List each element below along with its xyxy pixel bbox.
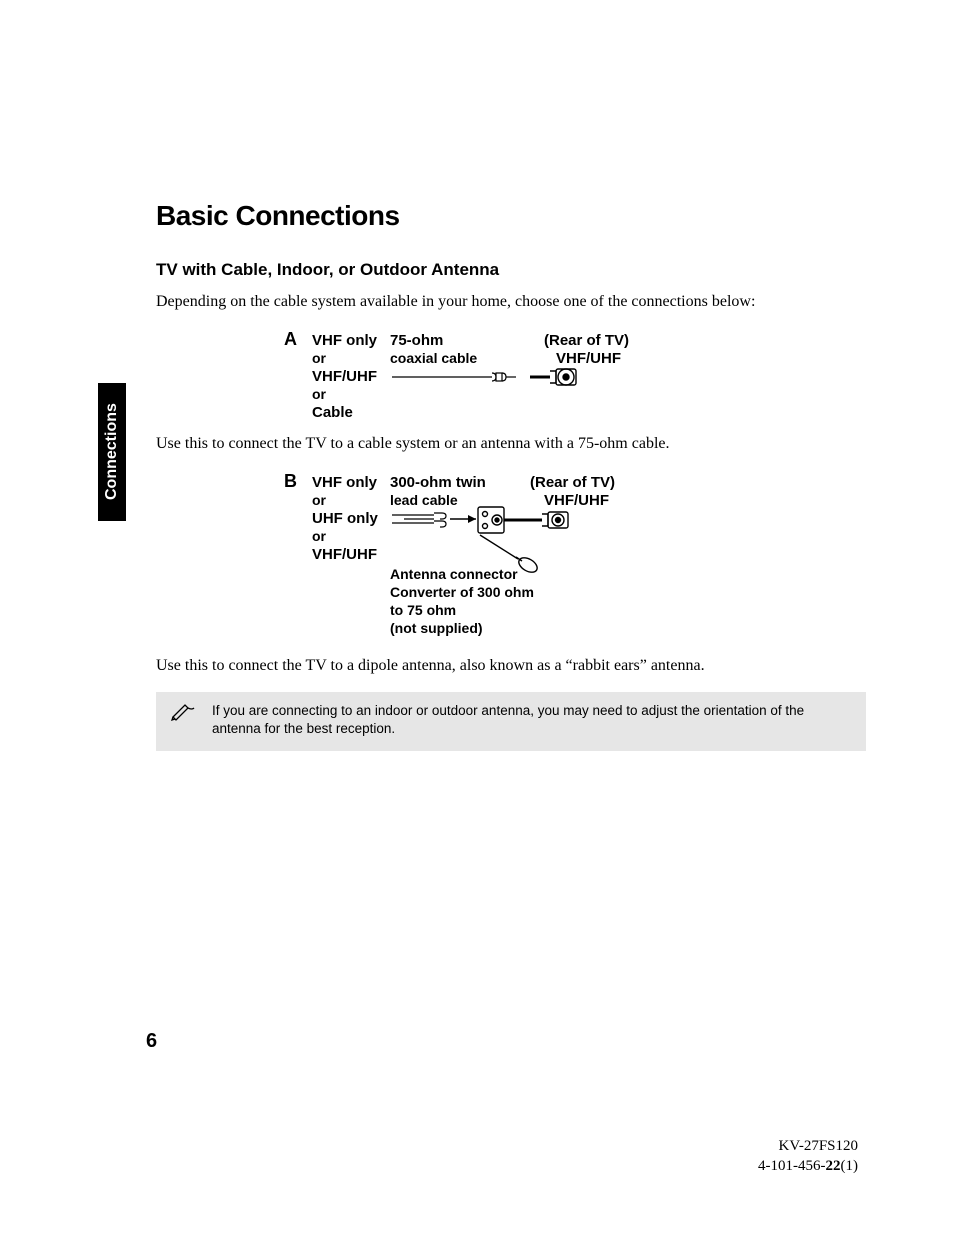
heading-1: Basic Connections	[156, 200, 866, 232]
diagram-b-left-2: UHF only	[312, 510, 378, 527]
diagram-b-mid-1: Converter of 300 ohm	[390, 584, 534, 600]
diagram-b-mid-3: (not supplied)	[390, 620, 483, 636]
note-text: If you are connecting to an indoor or ou…	[206, 702, 852, 740]
note-box: If you are connecting to an indoor or ou…	[156, 692, 866, 752]
footer-code-post: (1)	[841, 1158, 859, 1174]
diagram-b-left-1: or	[312, 492, 327, 508]
page-content: Basic Connections TV with Cable, Indoor,…	[156, 200, 866, 751]
diagram-b-left-4: VHF/UHF	[312, 546, 377, 563]
footer: KV-27FS120 4-101-456-22(1)	[758, 1136, 858, 1177]
diagram-b-left-0: VHF only	[312, 474, 378, 491]
diagram-b-mid-0: Antenna connector	[390, 566, 518, 582]
footer-code-pre: 4-101-456-	[758, 1158, 826, 1174]
diagram-a-left-0: VHF only	[312, 332, 378, 349]
footer-model: KV-27FS120	[758, 1136, 858, 1156]
diagram-b-svg: B VHF only or UHF only or VHF/UHF 300-oh…	[284, 469, 744, 649]
diagram-b-left-3: or	[312, 528, 327, 544]
diagram-a-caption: Use this to connect the TV to a cable sy…	[156, 432, 866, 455]
diagram-a-svg: A VHF only or VHF/UHF or Cable 75-ohm co…	[284, 327, 744, 427]
diagram-a-left-1: or	[312, 350, 327, 366]
heading-2: TV with Cable, Indoor, or Outdoor Antenn…	[156, 260, 866, 280]
diagram-b: B VHF only or UHF only or VHF/UHF 300-oh…	[156, 469, 866, 677]
diagram-b-port: VHF/UHF	[544, 492, 609, 509]
diagram-a: A VHF only or VHF/UHF or Cable 75-ohm co…	[156, 327, 866, 455]
diagram-a-left-2: VHF/UHF	[312, 368, 377, 385]
diagram-b-cable-top: 300-ohm twin	[390, 474, 486, 491]
intro-paragraph: Depending on the cable system available …	[156, 290, 866, 313]
footer-code-bold: 22	[826, 1158, 841, 1174]
section-tab: Connections	[98, 383, 126, 521]
diagram-a-left-3: or	[312, 386, 327, 402]
pencil-icon	[170, 702, 196, 740]
footer-code: 4-101-456-22(1)	[758, 1156, 858, 1176]
diagram-a-letter: A	[284, 329, 297, 349]
diagram-b-caption: Use this to connect the TV to a dipole a…	[156, 654, 866, 677]
diagram-b-mid-2: to 75 ohm	[390, 602, 456, 618]
diagram-a-rear: (Rear of TV)	[544, 332, 629, 349]
diagram-a-cable-top: 75-ohm	[390, 332, 443, 349]
diagram-a-cable-bot: coaxial cable	[390, 350, 477, 366]
diagram-a-left-4: Cable	[312, 404, 353, 421]
diagram-b-rear: (Rear of TV)	[530, 474, 615, 491]
diagram-b-letter: B	[284, 471, 297, 491]
diagram-a-port: VHF/UHF	[556, 350, 621, 367]
diagram-b-cable-bot: lead cable	[390, 492, 458, 508]
page-number: 6	[146, 1030, 157, 1053]
